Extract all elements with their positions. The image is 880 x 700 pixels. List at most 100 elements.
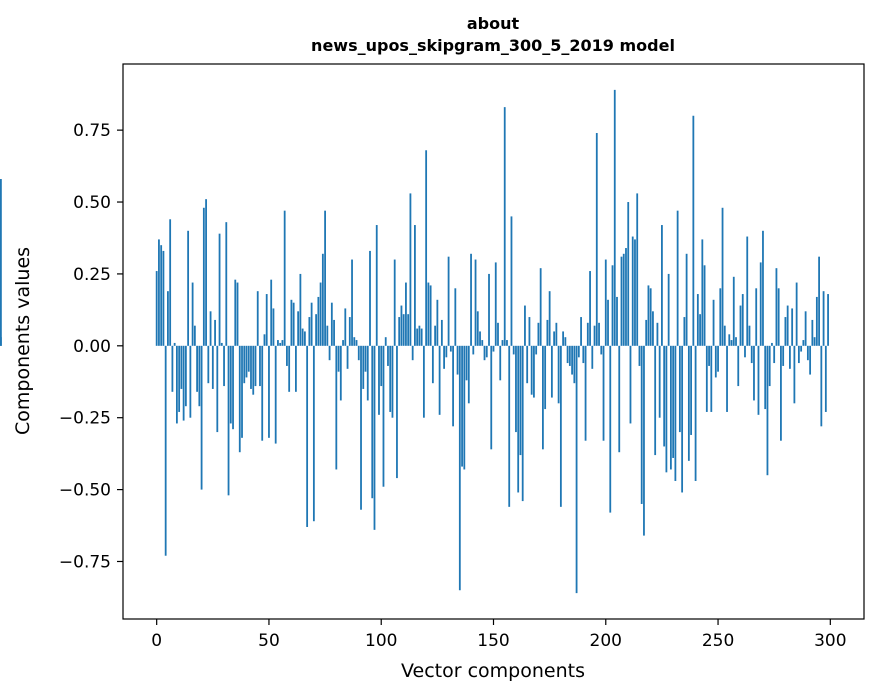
- bar-18: [196, 345, 198, 392]
- bar-166: [528, 317, 531, 346]
- bar-97: [373, 345, 376, 530]
- bar-195: [593, 325, 596, 346]
- bar-274: [771, 342, 773, 346]
- bar-179: [557, 345, 560, 404]
- plot-area-frame: [122, 63, 865, 620]
- bar-89: [355, 340, 358, 346]
- bar-275: [773, 345, 776, 364]
- bar-99: [378, 345, 380, 415]
- bar-256: [730, 340, 733, 346]
- bar-161: [517, 345, 520, 493]
- bar-147: [485, 345, 488, 358]
- bar-171: [539, 268, 542, 346]
- bar-43: [252, 345, 255, 395]
- bar-143: [476, 311, 479, 346]
- bar-116: [416, 328, 419, 346]
- bar-115: [414, 225, 416, 346]
- bar-186: [573, 345, 576, 384]
- bar-192: [586, 322, 589, 346]
- x-axis-ticks: 0 50 100 150 200 250 300: [151, 619, 847, 651]
- bar-167: [530, 345, 533, 395]
- x-tick-label: 100: [365, 631, 397, 651]
- y-tick-label: 0.25: [73, 265, 111, 285]
- bar-86: [348, 317, 351, 346]
- bar-261: [741, 294, 744, 346]
- bar-162: [519, 345, 522, 456]
- bar-35: [234, 279, 237, 346]
- bar-96: [371, 345, 374, 499]
- bar-152: [497, 322, 499, 346]
- bar-189: [580, 317, 582, 346]
- bar-276: [775, 268, 778, 346]
- bar-207: [620, 256, 623, 346]
- bar-7: [171, 345, 174, 392]
- bar-20: [200, 345, 203, 490]
- bar-16: [191, 282, 194, 346]
- bar-173: [544, 345, 547, 410]
- bar-undefined: [0, 179, 2, 346]
- bar-260: [739, 305, 742, 346]
- chart-title-line-1: about: [467, 14, 520, 33]
- bar-238: [690, 345, 692, 435]
- bar-114: [411, 345, 414, 361]
- bar-127: [440, 319, 443, 346]
- bar-100: [380, 345, 383, 387]
- bar-202: [609, 345, 612, 513]
- bar-247: [710, 345, 713, 412]
- bar-26: [214, 319, 216, 346]
- bar-279: [782, 345, 785, 366]
- y-tick-label: −0.75: [59, 552, 111, 572]
- bar-73: [319, 282, 322, 346]
- bar-12: [182, 345, 185, 421]
- bar-266: [753, 345, 755, 401]
- bar-45: [256, 291, 259, 346]
- bar-185: [571, 345, 573, 375]
- bar-39: [243, 345, 246, 384]
- bar-289: [804, 311, 807, 346]
- bar-284: [793, 345, 796, 404]
- bar-90: [357, 345, 360, 361]
- bar-64: [299, 273, 302, 346]
- bar-69: [310, 302, 313, 346]
- bar-248: [712, 299, 715, 346]
- bar-258: [735, 337, 737, 346]
- bar-155: [503, 107, 506, 346]
- bar-105: [391, 345, 394, 418]
- bar-227: [665, 345, 668, 473]
- bar-67: [306, 345, 309, 527]
- bar-252: [721, 207, 724, 346]
- bar-106: [393, 259, 396, 346]
- y-tick-label: 0.00: [73, 337, 111, 357]
- x-tick-label: 300: [814, 631, 846, 651]
- bar-88: [353, 337, 356, 346]
- bar-183: [566, 345, 569, 364]
- bar-156: [506, 340, 508, 346]
- bar-160: [515, 345, 517, 433]
- bar-200: [604, 259, 607, 346]
- bar-128: [443, 345, 445, 369]
- bar-287: [800, 345, 803, 352]
- bar-55: [279, 342, 282, 346]
- bar-245: [705, 345, 708, 412]
- bar-19: [198, 345, 201, 407]
- bar-131: [449, 345, 452, 352]
- bar-205: [616, 296, 618, 346]
- bar-215: [638, 345, 641, 366]
- bar-125: [436, 299, 439, 346]
- bar-210: [627, 202, 630, 346]
- bar-1: [158, 239, 160, 346]
- bar-94: [366, 345, 369, 401]
- bar-251: [719, 288, 722, 346]
- bar-257: [732, 276, 735, 346]
- bar-295: [818, 256, 820, 346]
- bar-153: [499, 345, 502, 381]
- bar-29: [220, 342, 223, 346]
- y-tick-label: 0.50: [73, 193, 111, 213]
- bar-117: [418, 325, 421, 346]
- bar-184: [568, 345, 571, 366]
- bar-187: [575, 345, 578, 594]
- bar-47: [261, 345, 264, 441]
- bar-41: [247, 345, 250, 372]
- bar-42: [250, 345, 252, 389]
- bar-157: [508, 345, 511, 507]
